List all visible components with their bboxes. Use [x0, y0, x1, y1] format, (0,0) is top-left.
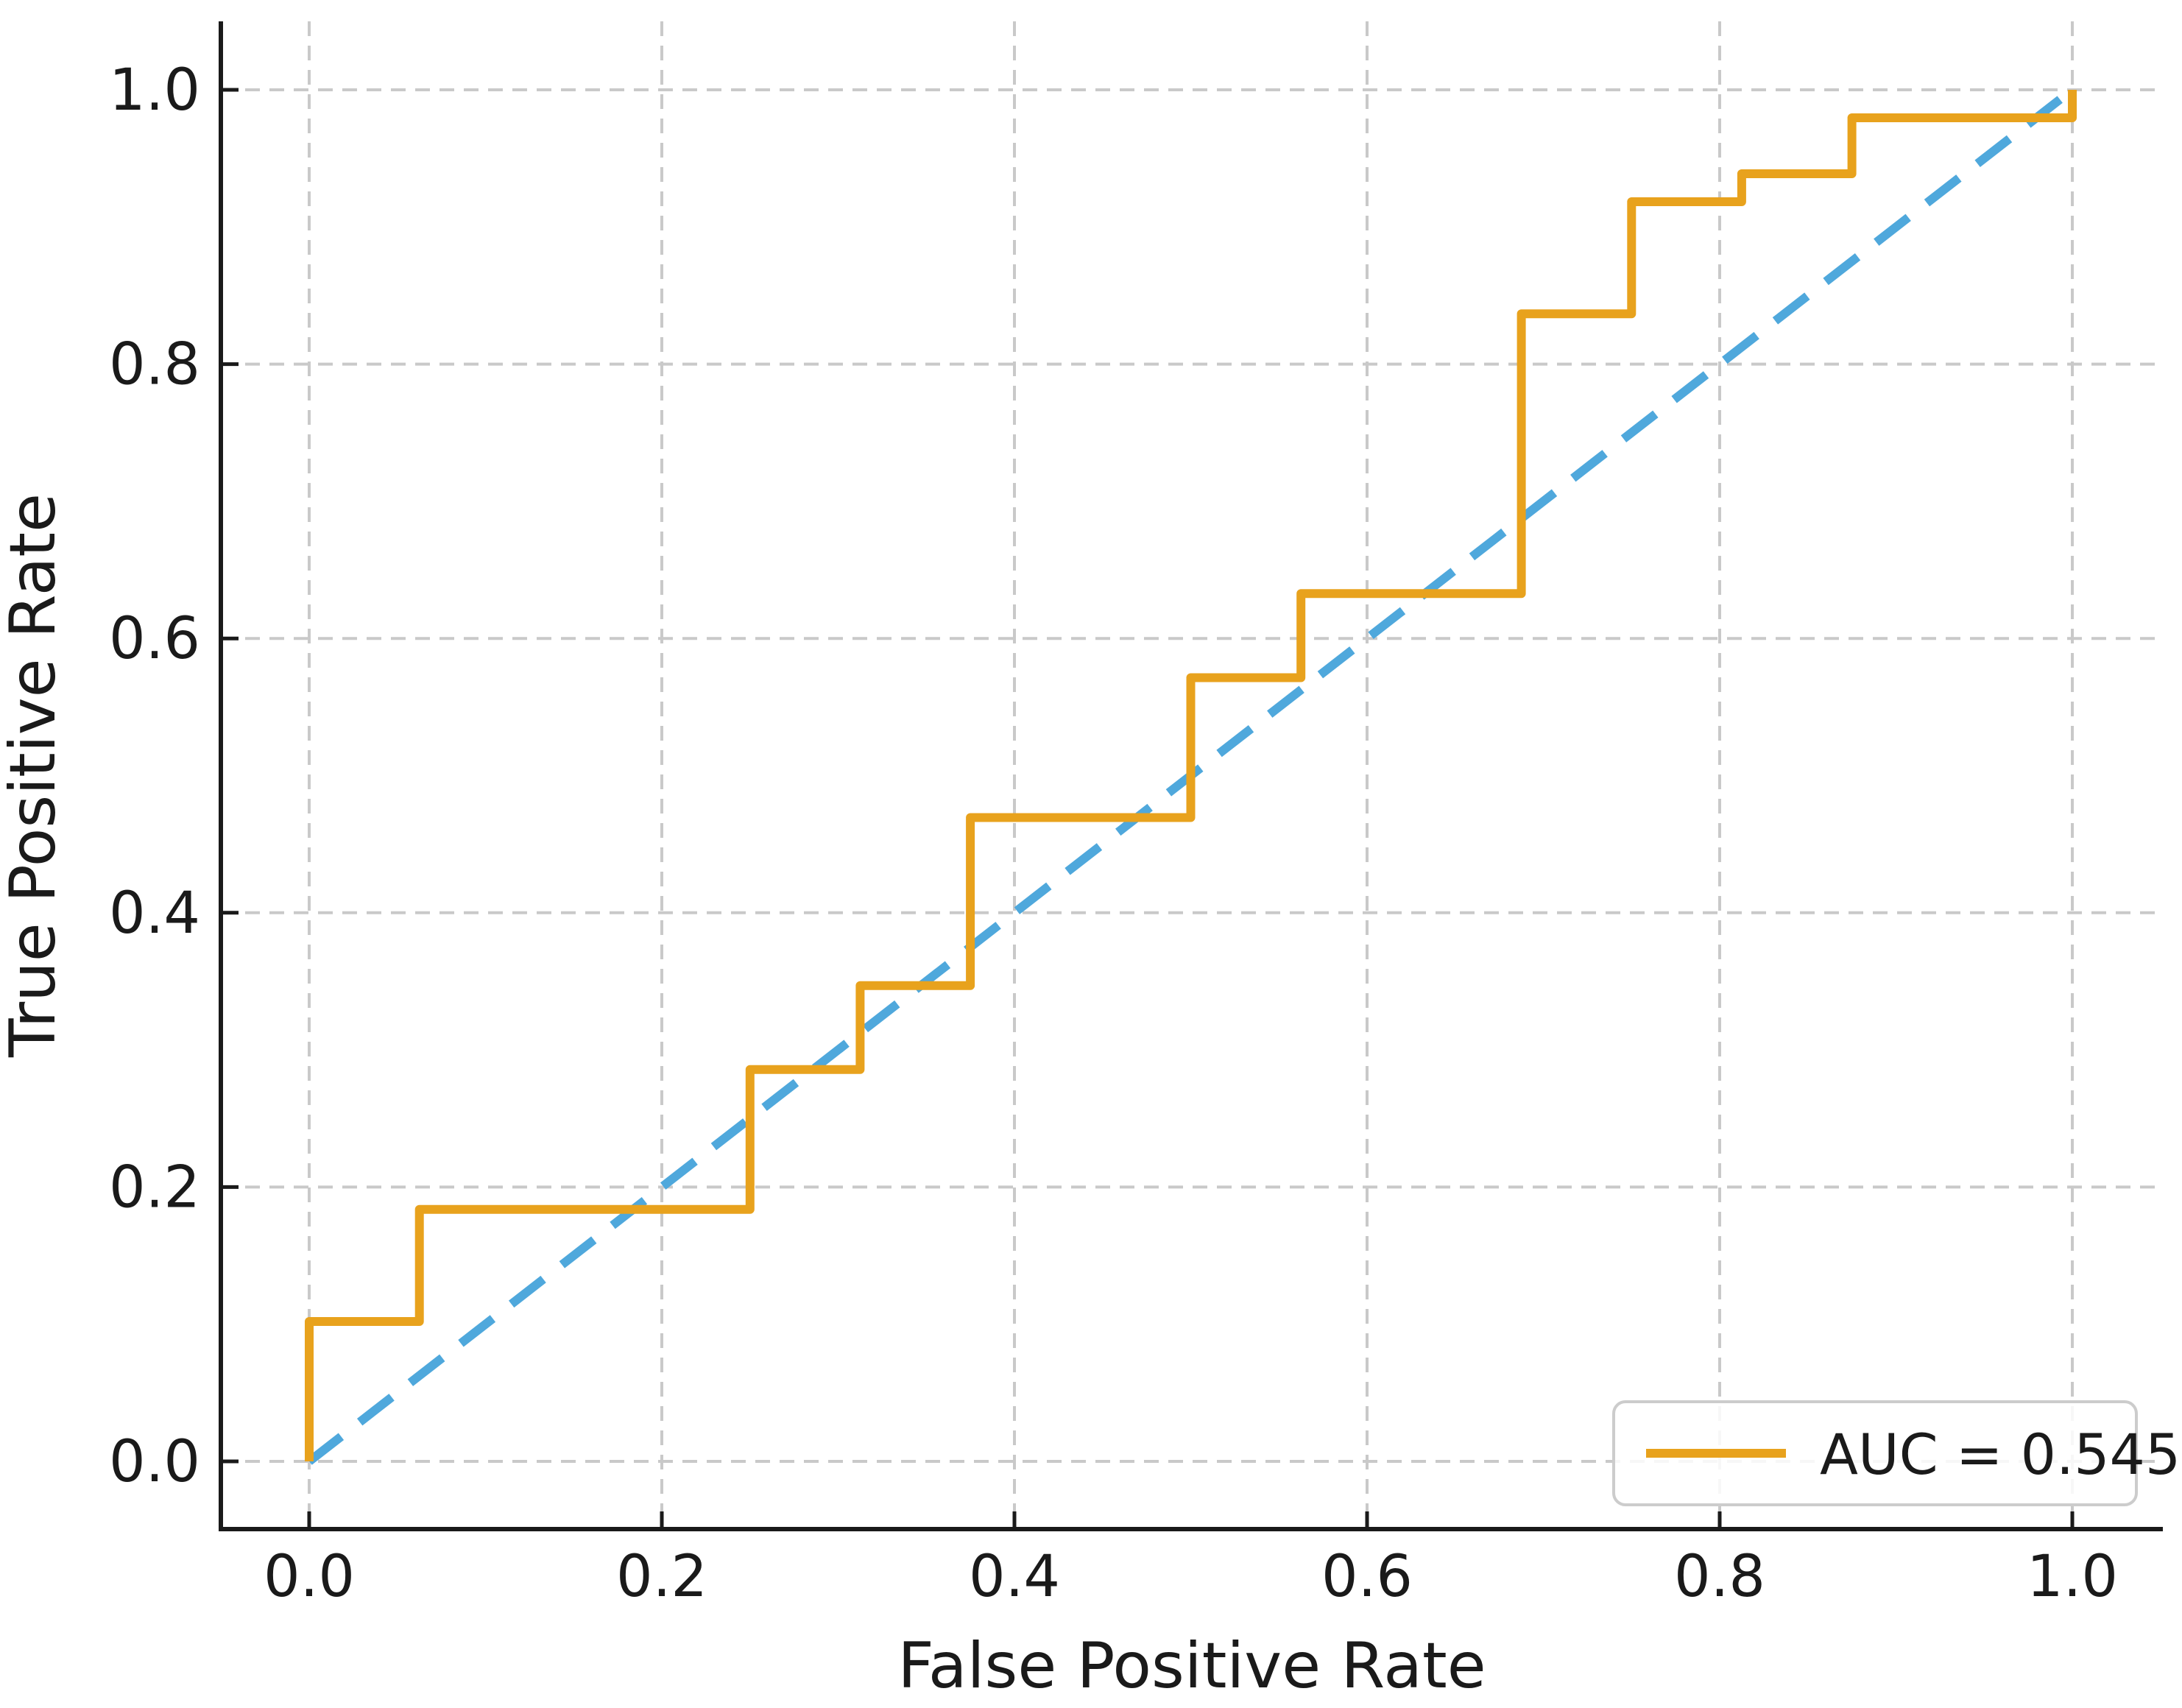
y-tick-label: 0.6	[109, 606, 200, 672]
y-tick-label: 0.8	[109, 332, 200, 398]
x-tick-label: 0.6	[1321, 1544, 1413, 1610]
tick-marks	[221, 88, 2075, 1529]
y-tick-label: 0.4	[109, 881, 200, 947]
legend-label: AUC = 0.545	[1820, 1422, 2181, 1487]
x-tick-label: 0.0	[264, 1544, 355, 1610]
y-tick-label: 1.0	[109, 57, 200, 124]
gridlines	[221, 21, 2163, 1529]
x-tick-label: 0.4	[969, 1544, 1060, 1610]
roc-curve	[305, 90, 2077, 1461]
legend: AUC = 0.545	[1612, 1400, 2181, 1506]
tick-labels: 0.0 0.2 0.4 0.6 0.8 1.0 0.0 0.2 0.4 0.6 0.8 1.0	[109, 57, 2118, 1610]
x-tick-label: 0.8	[1674, 1544, 1765, 1610]
x-axis-label: False Positive Rate	[897, 1629, 1486, 1703]
y-tick-label: 0.0	[109, 1429, 200, 1495]
x-tick-label: 1.0	[2027, 1544, 2118, 1610]
axes-spines	[219, 21, 2163, 1531]
y-axis-label: True Positive Rate	[0, 493, 70, 1058]
y-tick-label: 0.2	[109, 1154, 200, 1221]
legend-box	[1612, 1400, 2138, 1506]
x-tick-label: 0.2	[616, 1544, 707, 1610]
